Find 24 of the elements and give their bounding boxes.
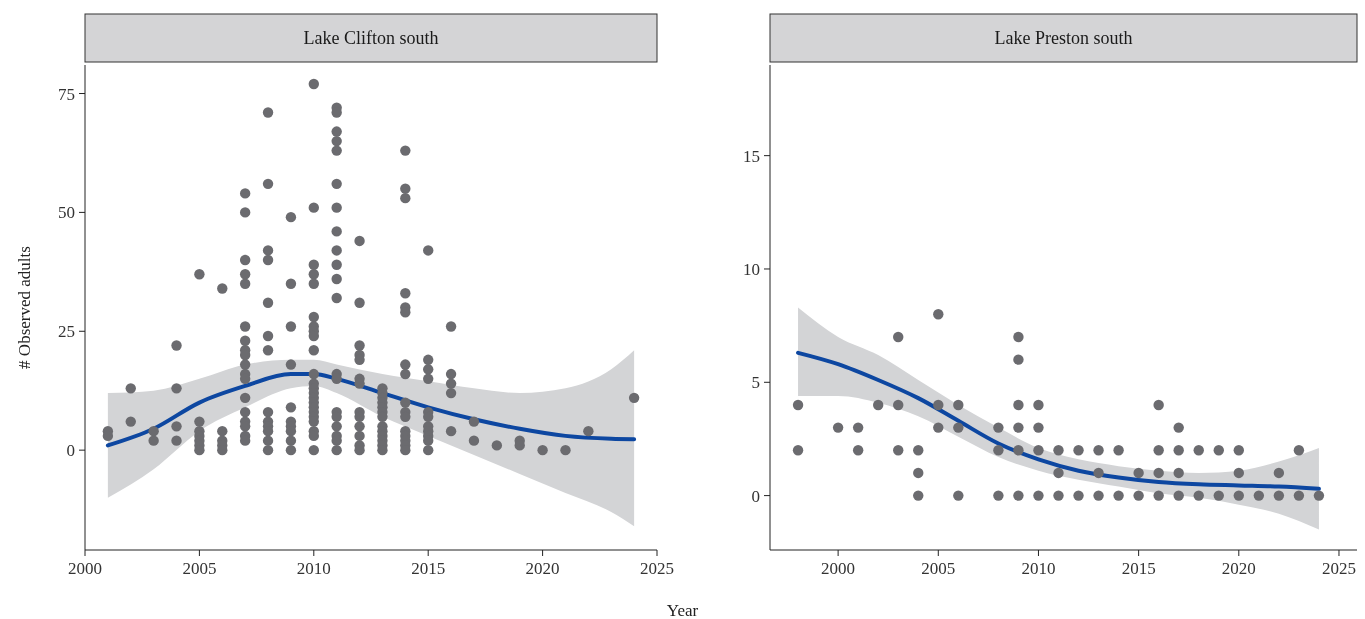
- x-tick-label: 2005: [921, 559, 956, 578]
- x-tick-label: 2000: [821, 559, 856, 578]
- x-axis-title: Year: [666, 601, 699, 619]
- x-tick-label: 2000: [68, 559, 102, 578]
- y-tick-label: 5: [751, 373, 760, 393]
- y-tick-label: 25: [58, 322, 75, 342]
- y-tick-label: 0: [751, 486, 760, 506]
- y-tick-label: 15: [743, 146, 760, 166]
- y-tick-label: 0: [66, 441, 75, 461]
- x-tick-label: 2020: [1221, 559, 1256, 578]
- x-tick-label: 2025: [1321, 559, 1356, 578]
- x-tick-label: 2020: [525, 559, 560, 578]
- x-tick-label: 2010: [296, 559, 331, 578]
- x-tick-label: 2010: [1021, 559, 1056, 578]
- x-tick-label: 2025: [640, 559, 674, 578]
- y-tick-label: 75: [58, 84, 75, 104]
- chart-title: Lake Preston south: [994, 28, 1133, 48]
- y-axis-title: # Observed adults: [15, 246, 34, 369]
- chart-title: Lake Clifton south: [303, 28, 439, 48]
- x-tick-label: 2005: [182, 559, 217, 578]
- y-tick-label: 50: [58, 203, 75, 223]
- x-tick-label: 2015: [411, 559, 446, 578]
- y-tick-label: 10: [743, 259, 760, 279]
- x-tick-label: 2015: [1121, 559, 1156, 578]
